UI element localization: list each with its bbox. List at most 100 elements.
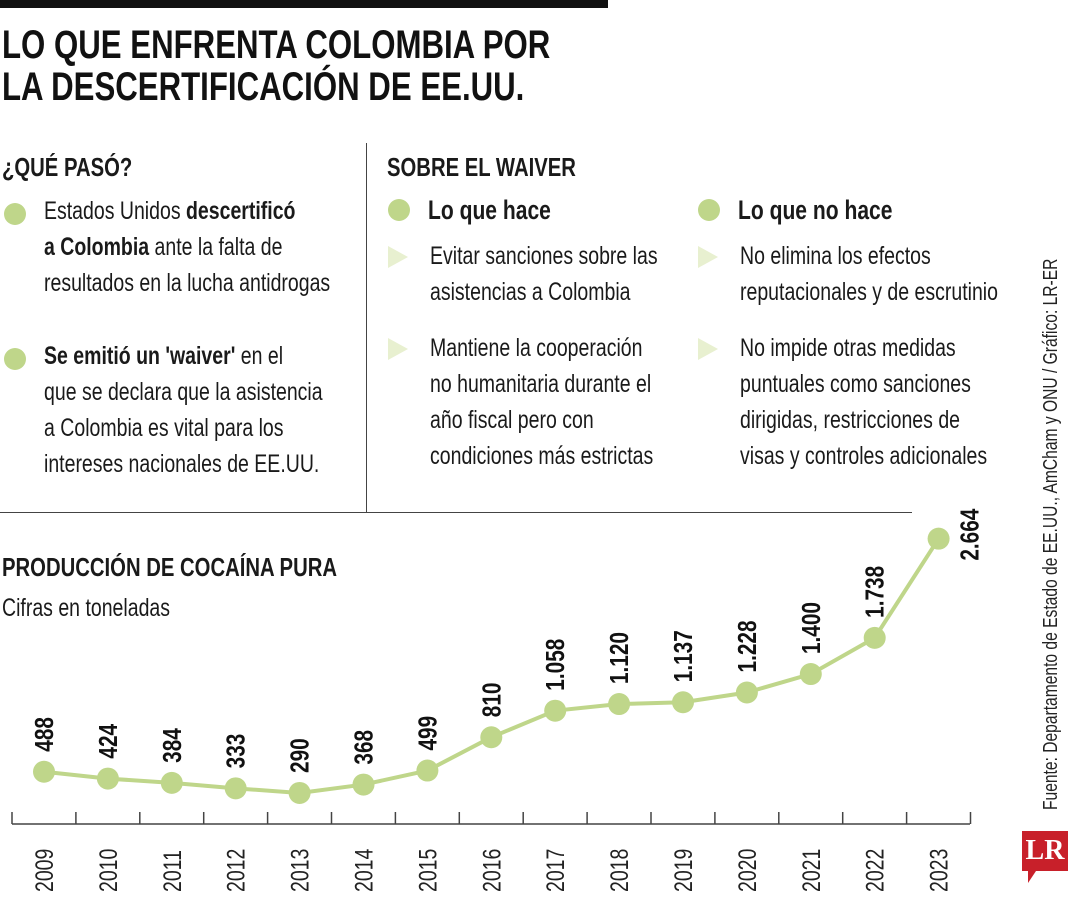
text-line: a Colombia es vital para los	[44, 410, 323, 446]
bullet-dot-icon	[4, 203, 26, 225]
text-line: Se emitió un 'waiver' en el	[44, 338, 323, 374]
x-tick-label: 2010	[95, 849, 123, 892]
waiver-item: No elimina los efectos reputacionales y d…	[740, 238, 998, 310]
data-point	[33, 760, 55, 783]
text-line: resultados en la lucha antidrogas	[44, 265, 330, 301]
text-line: puntuales como sanciones	[740, 370, 971, 398]
x-tick-label: 2012	[222, 849, 250, 892]
que-paso-heading: ¿QUÉ PASÓ?	[2, 152, 133, 182]
text-span: que se declara que la asistencia	[44, 378, 323, 406]
waiver-item: No impide otras medidas puntuales como sa…	[740, 330, 987, 474]
page-title: LO QUE ENFRENTA COLOMBIA POR LA DESCERTI…	[2, 24, 550, 108]
x-tick-label: 2023	[925, 849, 953, 892]
data-label: 1.738	[861, 566, 890, 618]
arrow-bullet-icon	[388, 338, 408, 360]
text-span: a Colombia es vital para los	[44, 414, 284, 442]
title-line: LA DESCERTIFICACIÓN DE EE.UU.	[2, 65, 525, 109]
data-label: 290	[285, 738, 314, 773]
bullet-dot-icon	[4, 348, 26, 370]
text-line: dirigidas, restricciones de	[740, 406, 961, 434]
arrow-bullet-icon	[698, 246, 718, 268]
text-line: no humanitaria durante el	[430, 370, 652, 398]
x-tick-label: 2019	[670, 849, 698, 892]
text-line: visas y controles adicionales	[740, 442, 988, 470]
data-point	[927, 527, 950, 550]
text-span: ante la falta de	[149, 233, 283, 261]
text-line: asistencias a Colombia	[430, 278, 631, 306]
text-line: que se declara que la asistencia	[44, 374, 323, 410]
text-line: Evitar sanciones sobre las	[430, 242, 658, 270]
data-point	[863, 626, 886, 649]
bullet-dot-icon	[698, 199, 720, 221]
text-line: año fiscal pero con	[430, 406, 594, 434]
x-tick-label: 2011	[158, 850, 186, 892]
divider	[0, 512, 912, 513]
chart-title: PRODUCCIÓN DE COCAÍNA PURA	[2, 552, 338, 582]
text-line: reputacionales y de escrutinio	[740, 278, 998, 306]
waiver-column-heading: Lo que no hace	[738, 195, 893, 225]
data-point	[799, 663, 822, 686]
x-tick-label: 2018	[606, 849, 634, 892]
text-line: Estados Unidos descertificó	[44, 193, 330, 229]
x-tick-label: 2009	[31, 849, 59, 892]
data-point	[416, 759, 439, 782]
x-tick-label: 2017	[542, 849, 570, 892]
data-label: 810	[477, 683, 506, 718]
data-label: 2.664	[955, 509, 984, 561]
waiver-heading: SOBRE EL WAIVER	[387, 152, 576, 182]
lr-logo: LR	[1022, 831, 1068, 883]
text-span: resultados en la lucha antidrogas	[44, 269, 331, 297]
text-line: Mantiene la cooperación	[430, 334, 643, 362]
que-paso-item: Se emitió un 'waiver' en el que se declar…	[44, 338, 323, 482]
data-point	[608, 693, 631, 716]
text-line: No elimina los efectos	[740, 242, 931, 270]
x-tick-label: 2021	[797, 849, 825, 892]
x-tick-label: 2022	[861, 849, 889, 892]
source-note: Fuente: Departamento de Estado de EE.UU.…	[1040, 258, 1062, 811]
x-tick-label: 2015	[414, 849, 442, 892]
text-line: a Colombia ante la falta de	[44, 229, 330, 265]
x-tick-label: 2014	[350, 849, 378, 892]
data-point	[224, 777, 247, 800]
line-chart: 488 2009 424 2010 384 2011 333 2012 290 2013 368 20…	[11, 509, 984, 892]
data-label: 499	[413, 716, 442, 751]
data-label: 424	[94, 724, 123, 759]
divider	[366, 143, 367, 512]
data-label: 1.137	[669, 630, 698, 682]
waiver-item: Mantiene la cooperación no humanitaria du…	[430, 330, 653, 474]
data-label: 384	[158, 728, 187, 763]
bullet-dot-icon	[388, 199, 410, 221]
waiver-column-heading: Lo que hace	[428, 195, 551, 225]
data-label: 1.058	[541, 639, 570, 691]
waiver-item: Evitar sanciones sobre las asistencias a …	[430, 238, 658, 310]
data-point	[288, 781, 311, 804]
data-label: 1.228	[733, 620, 762, 672]
data-label: 488	[30, 717, 59, 752]
data-point	[160, 771, 183, 794]
data-point	[96, 767, 119, 790]
text-span: descertificó	[185, 197, 296, 225]
title-line: LO QUE ENFRENTA COLOMBIA POR	[2, 23, 551, 67]
data-label: 1.400	[797, 602, 826, 654]
text-line: No impide otras medidas	[740, 334, 956, 362]
text-span: intereses nacionales de EE.UU.	[44, 450, 320, 478]
text-span: Estados Unidos	[44, 197, 186, 225]
top-bar	[0, 0, 608, 8]
text-line: intereses nacionales de EE.UU.	[44, 446, 323, 482]
data-point	[672, 691, 694, 714]
text-span: a Colombia	[44, 233, 150, 261]
text-line: condiciones más estrictas	[430, 442, 654, 470]
text-span: Se emitió un 'waiver'	[44, 342, 236, 370]
arrow-bullet-icon	[698, 338, 718, 360]
chart-subtitle: Cifras en toneladas	[2, 594, 171, 622]
data-point	[735, 681, 758, 704]
x-tick-label: 2016	[478, 849, 506, 892]
data-point	[544, 699, 567, 722]
text-span: en el	[235, 342, 284, 370]
que-paso-item: Estados Unidos descertificó a Colombia an…	[44, 193, 330, 301]
data-label: 368	[349, 730, 378, 765]
data-point	[352, 773, 375, 796]
x-tick-label: 2020	[734, 849, 762, 892]
arrow-bullet-icon	[388, 246, 408, 268]
